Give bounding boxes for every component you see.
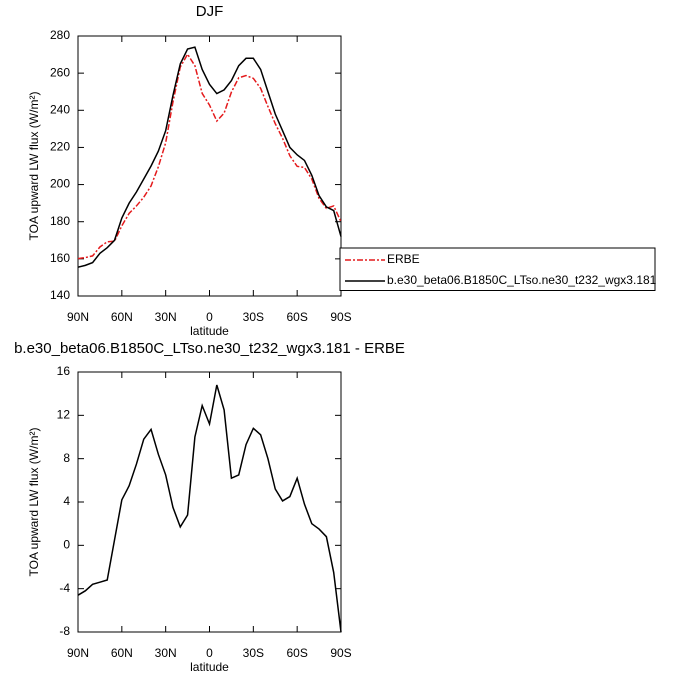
x-tick-label: 30S [243,646,264,660]
y-axis-label: TOA upward LW flux (W/m²) [27,428,41,577]
legend-box [339,247,656,291]
x-tick-label: 90S [330,646,351,660]
y-tick-label: 280 [50,28,70,42]
y-tick-label: 4 [63,494,70,508]
x-tick-label: 60S [286,310,307,324]
y-tick-label: 240 [50,102,70,116]
legend-label: ERBE [387,252,420,266]
x-tick-label: 30N [155,646,177,660]
plot-frame [77,35,342,297]
chart-title: DJF [196,3,224,20]
y-tick-label: 8 [63,451,70,465]
x-tick-label: 0 [206,646,213,660]
y-tick-label: 0 [63,538,70,552]
x-tick-label: 90S [330,310,351,324]
data-line [77,384,342,633]
plot-frame [77,371,342,633]
x-axis-label: latitude [190,324,229,338]
y-tick-label: 12 [57,408,71,422]
y-axis-label: TOA upward LW flux (W/m²) [27,92,41,241]
x-axis-label: latitude [190,660,229,674]
y-tick-label: 16 [57,364,71,378]
data-line [77,46,342,268]
x-tick-label: 0 [206,310,213,324]
x-tick-label: 30S [243,310,264,324]
x-tick-label: 30N [155,310,177,324]
y-tick-label: -4 [59,581,70,595]
y-tick-label: 180 [50,214,70,228]
x-tick-label: 90N [67,310,89,324]
y-tick-label: 160 [50,251,70,265]
legend-label: b.e30_beta06.B1850C_LTso.ne30_t232_wgx3.… [387,273,657,287]
data-line [77,52,342,260]
x-tick-label: 60N [111,646,133,660]
y-tick-label: 200 [50,177,70,191]
y-tick-label: -8 [59,624,70,638]
y-tick-label: 260 [50,65,70,79]
y-tick-label: 220 [50,140,70,154]
chart-title: b.e30_beta06.B1850C_LTso.ne30_t232_wgx3.… [14,340,405,357]
x-tick-label: 60N [111,310,133,324]
x-tick-label: 90N [67,646,89,660]
legend: ERBE b.e30_beta06.B1850C_LTso.ne30_t232_w… [339,247,657,291]
y-tick-label: 140 [50,288,70,302]
x-tick-label: 60S [286,646,307,660]
